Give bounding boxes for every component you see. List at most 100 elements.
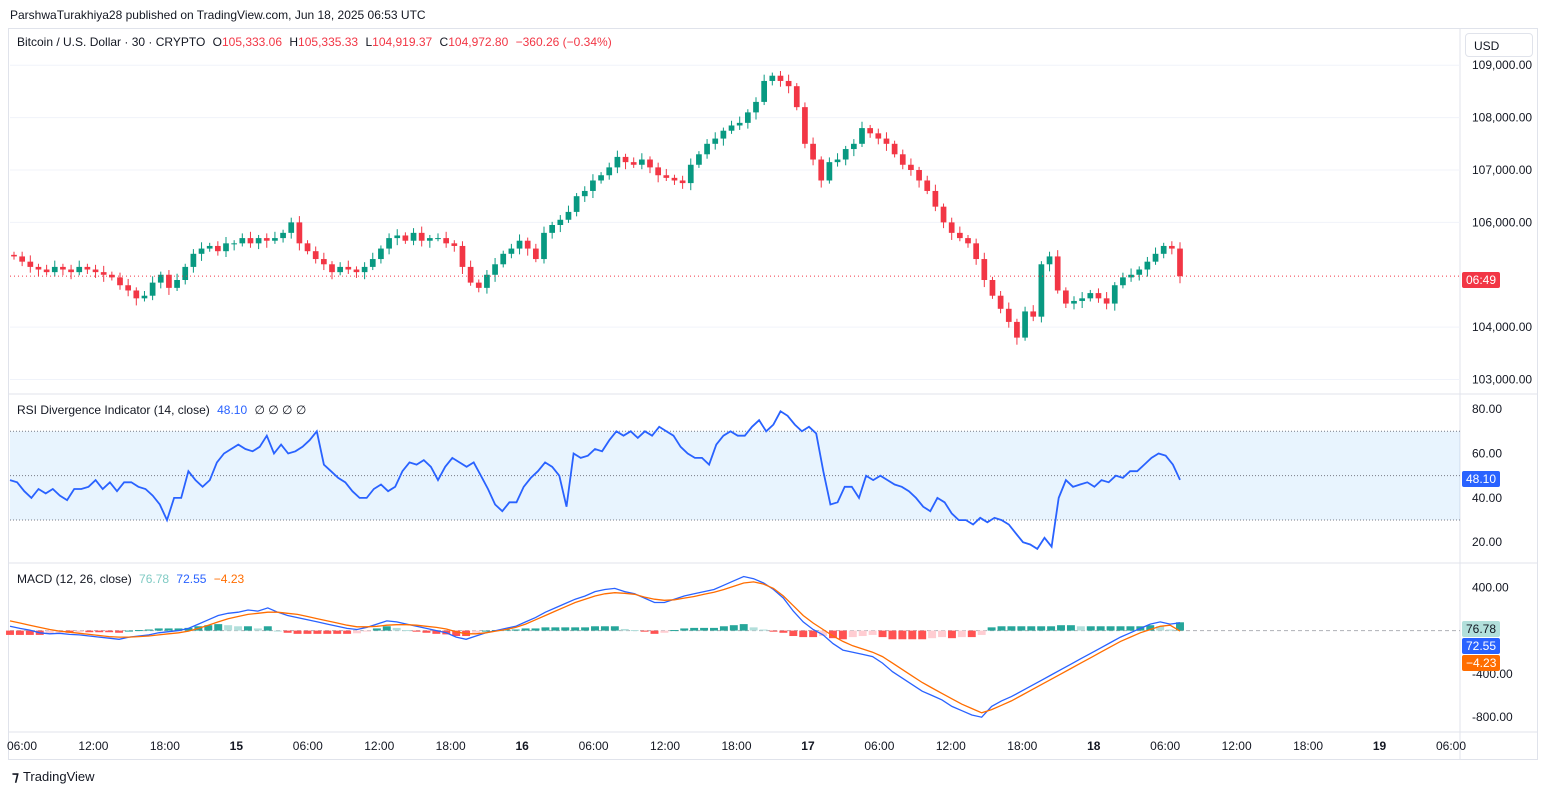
macd-line bbox=[9, 575, 1181, 718]
candle-body bbox=[402, 235, 409, 241]
macd-histogram-bar bbox=[154, 628, 163, 631]
candle-body bbox=[117, 277, 123, 286]
macd-histogram-bar bbox=[591, 626, 599, 631]
macd-histogram-bar bbox=[174, 628, 183, 631]
candle-body bbox=[1103, 298, 1110, 304]
candle-body bbox=[337, 266, 344, 273]
macd-histogram-bar bbox=[144, 629, 153, 631]
candle-body bbox=[84, 266, 91, 270]
macd-histogram-bar bbox=[977, 630, 986, 635]
candle-body bbox=[247, 238, 254, 244]
candle-body bbox=[549, 225, 556, 233]
candle-body bbox=[1038, 264, 1045, 317]
macd-histogram-bar bbox=[353, 630, 361, 634]
rsi-value-tag: 48.10 bbox=[1462, 471, 1501, 487]
macd-histogram-bar bbox=[333, 630, 342, 634]
candle-body bbox=[891, 143, 898, 155]
rsi-tick-label: 40.00 bbox=[1472, 491, 1502, 505]
macd-histogram-bar bbox=[382, 626, 391, 631]
macd-histogram-bar bbox=[878, 630, 887, 638]
candle-body bbox=[43, 269, 50, 273]
close-value: 104,972.80 bbox=[448, 35, 509, 49]
macd-histogram-bar bbox=[660, 630, 669, 633]
candle-body bbox=[239, 238, 246, 244]
candle-body bbox=[149, 282, 156, 296]
time-tick-label: 18:00 bbox=[1007, 739, 1037, 753]
candle-body bbox=[932, 190, 939, 207]
candle-body bbox=[320, 259, 327, 265]
macd-histogram-bar bbox=[1057, 625, 1065, 631]
candle-body bbox=[761, 80, 768, 102]
rsi-tick-label: 20.00 bbox=[1472, 535, 1502, 549]
macd-histogram-bar bbox=[719, 626, 728, 631]
candle-body bbox=[989, 280, 996, 296]
low-label: L bbox=[365, 35, 373, 49]
macd-histogram-bar bbox=[670, 630, 679, 632]
candle-body bbox=[1177, 248, 1183, 277]
time-tick-label: 12:00 bbox=[650, 739, 680, 753]
time-tick-label: 18 bbox=[1087, 739, 1101, 753]
macd-histogram-bar bbox=[1047, 626, 1056, 631]
time-tick-label: 12:00 bbox=[936, 739, 966, 753]
candle-body bbox=[1111, 285, 1118, 304]
candle-body bbox=[965, 238, 971, 244]
candle-body bbox=[573, 196, 580, 212]
macd-line-tag: 72.55 bbox=[1462, 638, 1501, 654]
candle-body bbox=[345, 266, 352, 270]
candle-body bbox=[492, 264, 498, 275]
candle-body bbox=[329, 264, 335, 273]
candle-body bbox=[369, 259, 376, 267]
candle-body bbox=[663, 175, 670, 178]
currency-button[interactable]: USD bbox=[1465, 33, 1533, 57]
macd-histogram-bar bbox=[234, 626, 243, 631]
macd-histogram-bar bbox=[759, 629, 768, 631]
footer-brand[interactable]: ⁊ TradingView bbox=[12, 768, 95, 785]
candle-body bbox=[516, 240, 523, 249]
macd-histogram-bar bbox=[422, 630, 431, 633]
macd-histogram-bar bbox=[749, 627, 758, 631]
macd-histogram-bar bbox=[75, 630, 84, 633]
candle-body bbox=[459, 245, 466, 267]
candle-body bbox=[793, 86, 800, 108]
rsi-band bbox=[10, 431, 1460, 521]
macd-tick-label: -800.00 bbox=[1472, 710, 1513, 724]
macd-histogram-bar bbox=[521, 628, 530, 631]
candle-body bbox=[68, 269, 74, 273]
footer-brand-text: TradingView bbox=[22, 769, 95, 784]
macd-histogram-bar bbox=[819, 630, 828, 637]
macd-histogram-bar bbox=[224, 625, 233, 631]
macd-histogram-bar bbox=[1027, 626, 1036, 631]
time-tick-label: 06:00 bbox=[1436, 739, 1466, 753]
candle-body bbox=[598, 175, 604, 181]
macd-histogram-bar bbox=[1116, 626, 1125, 631]
symbol-name: Bitcoin / U.S. Dollar · 30 · CRYPTO bbox=[17, 35, 206, 49]
macd-histogram-bar bbox=[1076, 626, 1085, 631]
candle-body bbox=[777, 75, 784, 81]
macd-legend-hist: 76.78 bbox=[139, 572, 170, 586]
macd-histogram-bar bbox=[115, 630, 124, 633]
candle-body bbox=[802, 107, 808, 144]
high-value: 105,335.33 bbox=[298, 35, 359, 49]
candle-body bbox=[484, 274, 490, 288]
candle-body bbox=[720, 130, 727, 139]
price-tick-label: 107,000.00 bbox=[1472, 163, 1532, 177]
macd-histogram-bar bbox=[789, 630, 798, 637]
candle-body bbox=[728, 125, 735, 131]
macd-histogram-bar bbox=[1096, 626, 1105, 631]
macd-legend: MACD (12, 26, close) 76.78 72.55 −4.23 bbox=[17, 572, 248, 586]
macd-histogram-bar bbox=[1166, 629, 1175, 631]
close-label: C bbox=[439, 35, 449, 49]
macd-histogram-bar bbox=[15, 630, 24, 635]
price-tick-label: 104,000.00 bbox=[1472, 320, 1532, 334]
macd-histogram-bar bbox=[164, 628, 173, 631]
candle-body bbox=[647, 159, 653, 168]
macd-histogram-bar bbox=[838, 630, 847, 640]
candle-body bbox=[426, 238, 433, 241]
macd-histogram-bar bbox=[640, 630, 649, 632]
macd-histogram-bar bbox=[244, 626, 252, 631]
macd-histogram-bar bbox=[620, 628, 629, 631]
rsi-legend-value: 48.10 bbox=[217, 403, 248, 417]
candle-body bbox=[524, 240, 531, 249]
candle-body bbox=[76, 266, 83, 273]
